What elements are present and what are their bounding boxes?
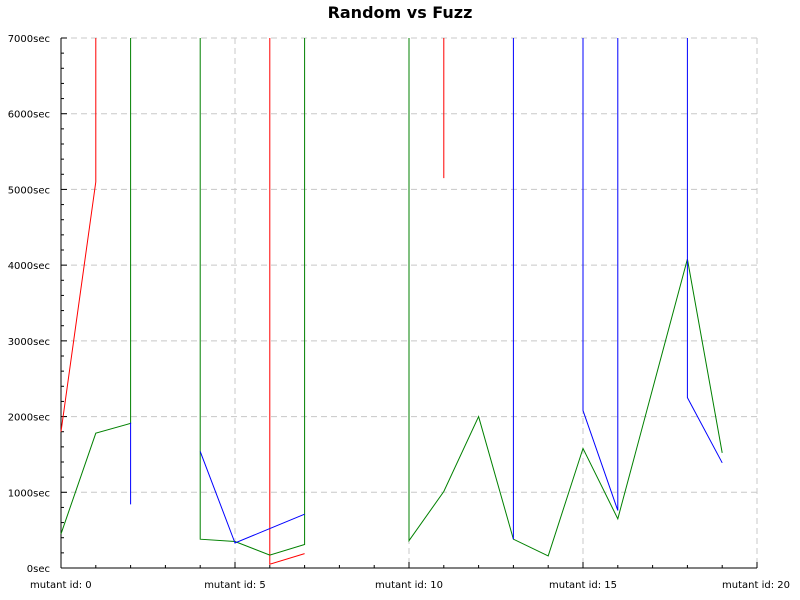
x-axis-ticks: mutant id: 0 mutant id: 5 mutant id: 10 mut… xyxy=(30,580,790,591)
x-tick-label: mutant id: 10 xyxy=(375,580,443,591)
series-line-1 xyxy=(60,38,445,565)
y-tick-label: 6000sec xyxy=(8,110,50,121)
axes xyxy=(60,37,758,569)
series-line-2 xyxy=(60,38,723,557)
x-tick-label: mutant id: 0 xyxy=(30,580,92,591)
x-tick-label: mutant id: 15 xyxy=(549,580,617,591)
x-tick-label: mutant id: 5 xyxy=(204,580,266,591)
chart-title: Random vs Fuzz xyxy=(328,3,473,22)
y-tick-label: 0sec xyxy=(27,564,50,575)
y-tick-label: 1000sec xyxy=(8,488,50,499)
y-axis-ticks: 0sec 1000sec 2000sec 3000sec 4000sec 5000sec 6… xyxy=(8,34,50,575)
y-tick-label: 2000sec xyxy=(8,413,50,424)
series-line-3 xyxy=(130,38,723,544)
series-group xyxy=(60,38,723,565)
y-tick-label: 4000sec xyxy=(8,261,50,272)
y-tick-label: 5000sec xyxy=(8,185,50,196)
y-tick-label: 7000sec xyxy=(8,34,50,45)
x-tick-label: mutant id: 20 xyxy=(722,580,790,591)
y-tick-label: 3000sec xyxy=(8,337,50,348)
